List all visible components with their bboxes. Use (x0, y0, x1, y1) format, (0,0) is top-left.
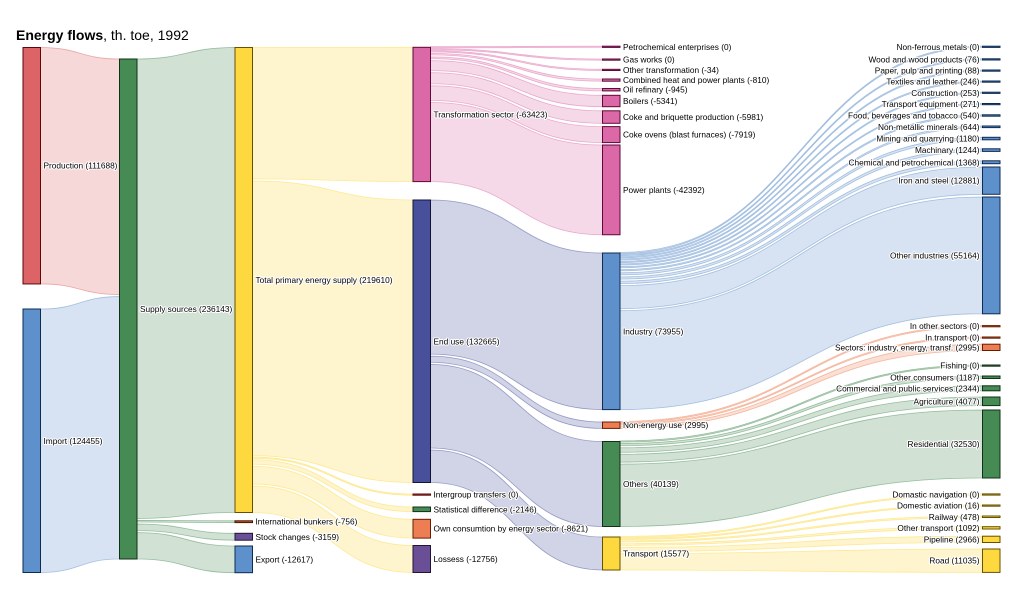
svg-text:Coke ovens (blast furnaces) (-: Coke ovens (blast furnaces) (-7919) (623, 130, 756, 140)
svg-text:Railway (478): Railway (478) (929, 512, 980, 522)
svg-text:Own consumtion by energy secto: Own consumtion by energy sector (-8621) (434, 524, 589, 534)
svg-text:Fishing (0): Fishing (0) (940, 361, 979, 371)
svg-text:International bunkers (-756): International bunkers (-756) (256, 517, 358, 527)
svg-text:Lossess (-12756): Lossess (-12756) (434, 554, 498, 564)
svg-text:Power plants (-42392): Power plants (-42392) (623, 185, 705, 195)
svg-text:Machinary (1244): Machinary (1244) (915, 145, 980, 155)
svg-text:Construction (253): Construction (253) (911, 88, 979, 98)
svg-text:Production (111688): Production (111688) (44, 161, 118, 171)
svg-text:Non-metallic minerals (644): Non-metallic minerals (644) (878, 122, 980, 132)
svg-text:Coke and briquette production: Coke and briquette production (-5981) (623, 112, 763, 122)
svg-text:Other transport (1092): Other transport (1092) (897, 523, 979, 533)
svg-text:Paper, pulp and printing (88): Paper, pulp and printing (88) (875, 66, 980, 76)
svg-text:Stock changes (-3159): Stock changes (-3159) (256, 532, 340, 542)
svg-text:Intergroup transfers (0): Intergroup transfers (0) (434, 490, 519, 500)
svg-text:Gas works (0): Gas works (0) (623, 55, 675, 65)
svg-text:Agriculture (4077): Agriculture (4077) (914, 396, 980, 406)
svg-text:Residential (32530): Residential (32530) (908, 439, 980, 449)
svg-text:Road (11035): Road (11035) (929, 556, 979, 566)
svg-text:Combined heat and power plants: Combined heat and power plants (-810) (623, 75, 769, 85)
svg-text:Energy flows, th. toe, 1992: Energy flows, th. toe, 1992 (16, 27, 189, 43)
svg-text:Other industries (55164): Other industries (55164) (890, 250, 980, 260)
svg-text:Domestic aviation (16): Domestic aviation (16) (897, 501, 980, 511)
svg-text:In transport (0): In transport (0) (925, 333, 980, 343)
svg-text:Non-ferrous metals (0): Non-ferrous metals (0) (897, 42, 980, 52)
svg-text:Transformation sector (-63423): Transformation sector (-63423) (434, 109, 548, 119)
svg-text:Other consumers (1187): Other consumers (1187) (890, 372, 980, 382)
svg-text:Mining and quarrying (1180): Mining and quarrying (1180) (876, 134, 979, 144)
svg-text:Pipeline (2966): Pipeline (2966) (924, 534, 980, 544)
svg-text:Commercial and public services: Commercial and public services (2344) (836, 383, 980, 393)
svg-text:Sectors: industry, energy, tra: Sectors: industry, energy, transf. (2995… (835, 342, 980, 352)
svg-text:Oil refinary (-945): Oil refinary (-945) (623, 85, 688, 95)
svg-text:Food, beverages and tobacco (5: Food, beverages and tobacco (540) (848, 111, 980, 121)
svg-text:Other transformation (-34): Other transformation (-34) (623, 65, 719, 75)
svg-text:Transport equipment (271): Transport equipment (271) (882, 99, 980, 109)
svg-text:Import (124455): Import (124455) (44, 436, 103, 446)
svg-text:Total primary energy supply (2: Total primary energy supply (219610) (256, 275, 393, 285)
svg-text:Export (-12617): Export (-12617) (256, 554, 314, 564)
svg-text:Boilers (-5341): Boilers (-5341) (623, 96, 678, 106)
svg-text:Wood and wood products (76): Wood and wood products (76) (869, 54, 980, 64)
svg-text:Others (40139): Others (40139) (623, 479, 679, 489)
svg-text:Non-energy use (2995): Non-energy use (2995) (623, 420, 709, 430)
svg-text:Industry (73955): Industry (73955) (623, 326, 684, 336)
svg-text:End use (132665): End use (132665) (434, 336, 500, 346)
svg-text:Iron and steel (12881): Iron and steel (12881) (898, 176, 979, 186)
svg-text:Transport (15577): Transport (15577) (623, 549, 689, 559)
svg-text:In other sectors (0): In other sectors (0) (910, 321, 980, 331)
svg-text:Domastic navigation (0): Domastic navigation (0) (892, 490, 979, 500)
svg-text:Chemical and petrochemical (13: Chemical and petrochemical (1368) (849, 157, 980, 167)
svg-text:Petrochemical enterprises (0): Petrochemical enterprises (0) (623, 42, 732, 52)
svg-text:Statistical difference (-2146): Statistical difference (-2146) (434, 504, 537, 514)
svg-text:Textiles and leather (246): Textiles and leather (246) (886, 77, 979, 87)
svg-text:Supply sources (236143): Supply sources (236143) (140, 304, 232, 314)
